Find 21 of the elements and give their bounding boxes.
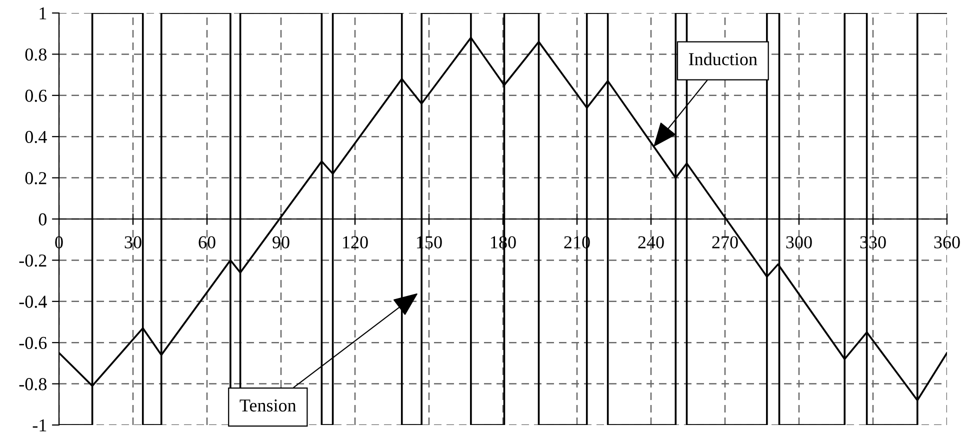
annotation: Tension: [240, 399, 296, 412]
y-tick-label: 0: [38, 213, 47, 226]
annotation: Induction: [688, 52, 758, 66]
x-tick-label: 360: [934, 236, 960, 248]
x-tick-label: 270: [712, 236, 738, 248]
x-tick-label: 120: [343, 236, 368, 248]
x-tick-label: 90: [272, 236, 290, 248]
y-tick-label: -0.2: [19, 254, 46, 267]
y-tick-label: 0.4: [25, 130, 47, 144]
y-tick-label: 0.2: [25, 172, 46, 184]
y-tick-label: -0.6: [19, 336, 47, 350]
y-tick-label: -0.4: [19, 296, 47, 308]
y-tick-label: -0.8: [19, 378, 47, 390]
x-tick-label: 60: [198, 236, 216, 248]
y-tick-label: 0.6: [25, 90, 47, 102]
y-tick-label: 1: [40, 7, 46, 20]
x-tick-label: 30: [124, 236, 142, 248]
x-tick-label: 300: [786, 236, 812, 248]
x-tick-label: 240: [638, 236, 664, 248]
y-tick-label: 0.8: [25, 48, 47, 61]
y-tick-label: -1: [32, 419, 46, 432]
